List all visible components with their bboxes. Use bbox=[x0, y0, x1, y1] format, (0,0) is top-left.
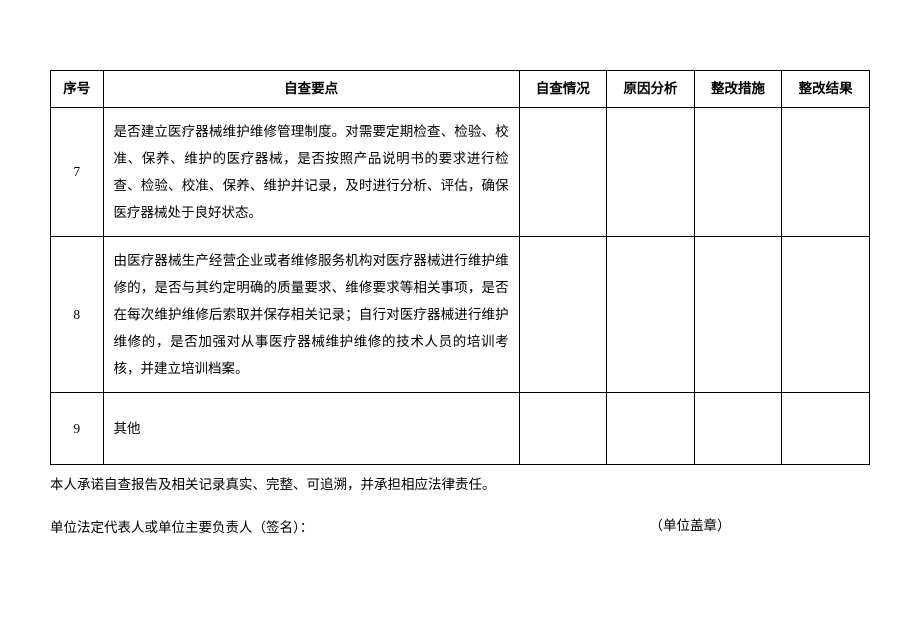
table-row: 8 由医疗器械生产经营企业或者维修服务机构对医疗器械进行维护维修的，是否与其约定… bbox=[51, 237, 870, 393]
cell-status bbox=[519, 108, 607, 237]
cell-result bbox=[782, 108, 870, 237]
cell-point: 是否建立医疗器械维护维修管理制度。对需要定期检查、检验、校准、保养、维护的医疗器… bbox=[103, 108, 519, 237]
cell-seq: 7 bbox=[51, 108, 104, 237]
header-seq: 序号 bbox=[51, 71, 104, 108]
table-header-row: 序号 自查要点 自查情况 原因分析 整改措施 整改结果 bbox=[51, 71, 870, 108]
header-point: 自查要点 bbox=[103, 71, 519, 108]
cell-measure bbox=[694, 393, 782, 465]
header-reason: 原因分析 bbox=[607, 71, 695, 108]
cell-reason bbox=[607, 393, 695, 465]
header-measure: 整改措施 bbox=[694, 71, 782, 108]
cell-status bbox=[519, 237, 607, 393]
header-result: 整改结果 bbox=[782, 71, 870, 108]
table-row: 7 是否建立医疗器械维护维修管理制度。对需要定期检查、检验、校准、保养、维护的医… bbox=[51, 108, 870, 237]
commitment-text: 本人承诺自查报告及相关记录真实、完整、可追溯，并承担相应法律责任。 bbox=[50, 473, 870, 497]
signature-row: 单位法定代表人或单位主要负责人（签名）： （单位盖章） bbox=[50, 516, 870, 536]
cell-reason bbox=[607, 108, 695, 237]
cell-seq: 9 bbox=[51, 393, 104, 465]
cell-reason bbox=[607, 237, 695, 393]
cell-point: 由医疗器械生产经营企业或者维修服务机构对医疗器械进行维护维修的，是否与其约定明确… bbox=[103, 237, 519, 393]
header-status: 自查情况 bbox=[519, 71, 607, 108]
cell-measure bbox=[694, 237, 782, 393]
cell-result bbox=[782, 393, 870, 465]
stamp-label: （单位盖章） bbox=[630, 516, 750, 536]
cell-point: 其他 bbox=[103, 393, 519, 465]
cell-status bbox=[519, 393, 607, 465]
cell-seq: 8 bbox=[51, 237, 104, 393]
signature-label: 单位法定代表人或单位主要负责人（签名）： bbox=[50, 516, 313, 536]
spacer bbox=[313, 516, 630, 536]
cell-result bbox=[782, 237, 870, 393]
cell-measure bbox=[694, 108, 782, 237]
table-row: 9 其他 bbox=[51, 393, 870, 465]
self-inspection-table: 序号 自查要点 自查情况 原因分析 整改措施 整改结果 7 是否建立医疗器械维护… bbox=[50, 70, 870, 465]
